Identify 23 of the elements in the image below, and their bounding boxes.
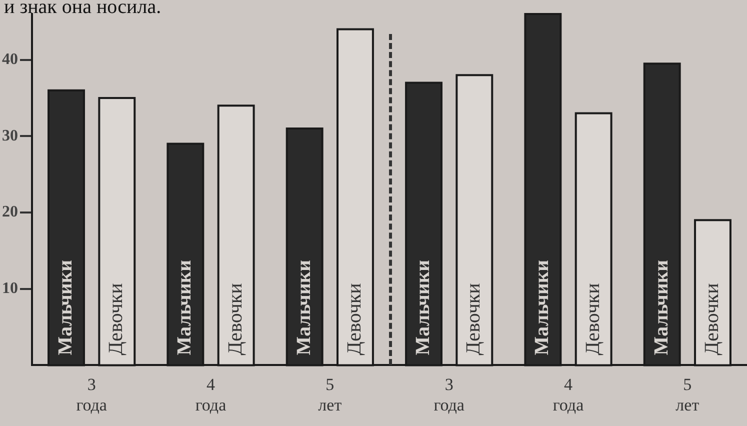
text: Мальчики (174, 260, 196, 356)
x-tick-label: 4 года (552, 374, 584, 414)
x-tick-label: 5 лет (676, 374, 700, 414)
y-tick-label: 20 (2, 204, 18, 221)
x-tick-label: 4 года (195, 374, 227, 414)
text: Мальчики (412, 260, 434, 356)
text: Мальчики (531, 260, 554, 356)
text: Мальчики (650, 260, 672, 356)
text: Девочки (700, 283, 723, 356)
text: Девочки (343, 283, 366, 356)
series-label: Мальчики (292, 260, 315, 356)
text: Девочки (105, 283, 128, 356)
text: Мальчики (54, 260, 76, 356)
x-tick-label: 3 года (434, 374, 465, 414)
annotation: и знак она носила. (4, 0, 162, 18)
x-tick-label: 5 лет (318, 374, 342, 414)
series-label: Девочки (462, 282, 485, 356)
y-tick-label: 10 (2, 280, 18, 297)
y-tick-label: 30 (2, 127, 18, 144)
text: Девочки (224, 283, 246, 356)
text: Девочки (582, 283, 604, 356)
y-tick-label: 40 (2, 50, 18, 68)
x-tick-label: 3 года (76, 374, 108, 414)
